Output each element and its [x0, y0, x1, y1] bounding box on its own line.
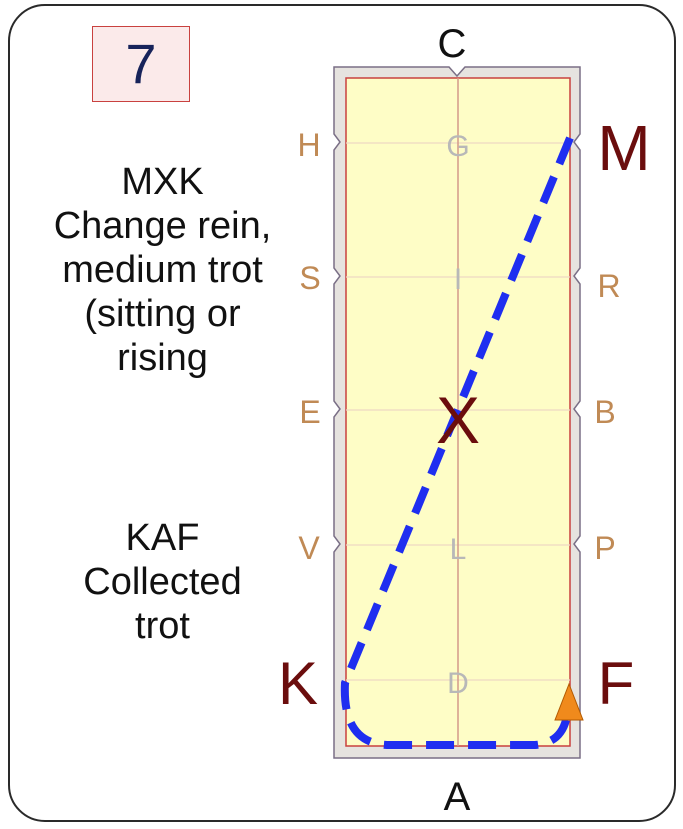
instruction-block-kaf: KAF Collected trot [20, 516, 305, 648]
letter-b: B [594, 394, 615, 430]
letter-g: G [446, 130, 469, 163]
letter-s: S [299, 260, 320, 296]
instruction-line: Collected [83, 561, 242, 603]
letter-k: K [278, 650, 318, 717]
letter-h: H [297, 127, 320, 163]
instruction-line: (sitting or [84, 293, 241, 335]
letter-p: P [594, 530, 615, 566]
step-number: 7 [125, 32, 157, 95]
letter-f: F [598, 650, 635, 717]
letter-m: M [597, 112, 650, 184]
letter-l: L [450, 533, 467, 566]
letter-a: A [444, 775, 471, 819]
letter-v: V [298, 530, 320, 566]
letter-d: D [447, 667, 469, 700]
letter-i: I [454, 263, 462, 296]
direction-triangle-icon [554, 682, 584, 721]
letter-e: E [299, 394, 320, 430]
letter-c: C [438, 22, 467, 66]
route-path [340, 136, 574, 749]
letter-x: X [436, 383, 480, 457]
instruction-line: rising [117, 337, 208, 379]
movement-code: MXK [121, 161, 204, 203]
instruction-line: medium trot [62, 249, 263, 291]
movement-code: KAF [125, 517, 200, 559]
instruction-line: Change rein, [53, 205, 272, 247]
instruction-block-mxk: MXK Change rein, medium trot (sitting or… [20, 160, 305, 380]
instruction-line: trot [135, 605, 190, 647]
letter-r: R [597, 268, 620, 304]
step-number-box: 7 [92, 26, 190, 102]
